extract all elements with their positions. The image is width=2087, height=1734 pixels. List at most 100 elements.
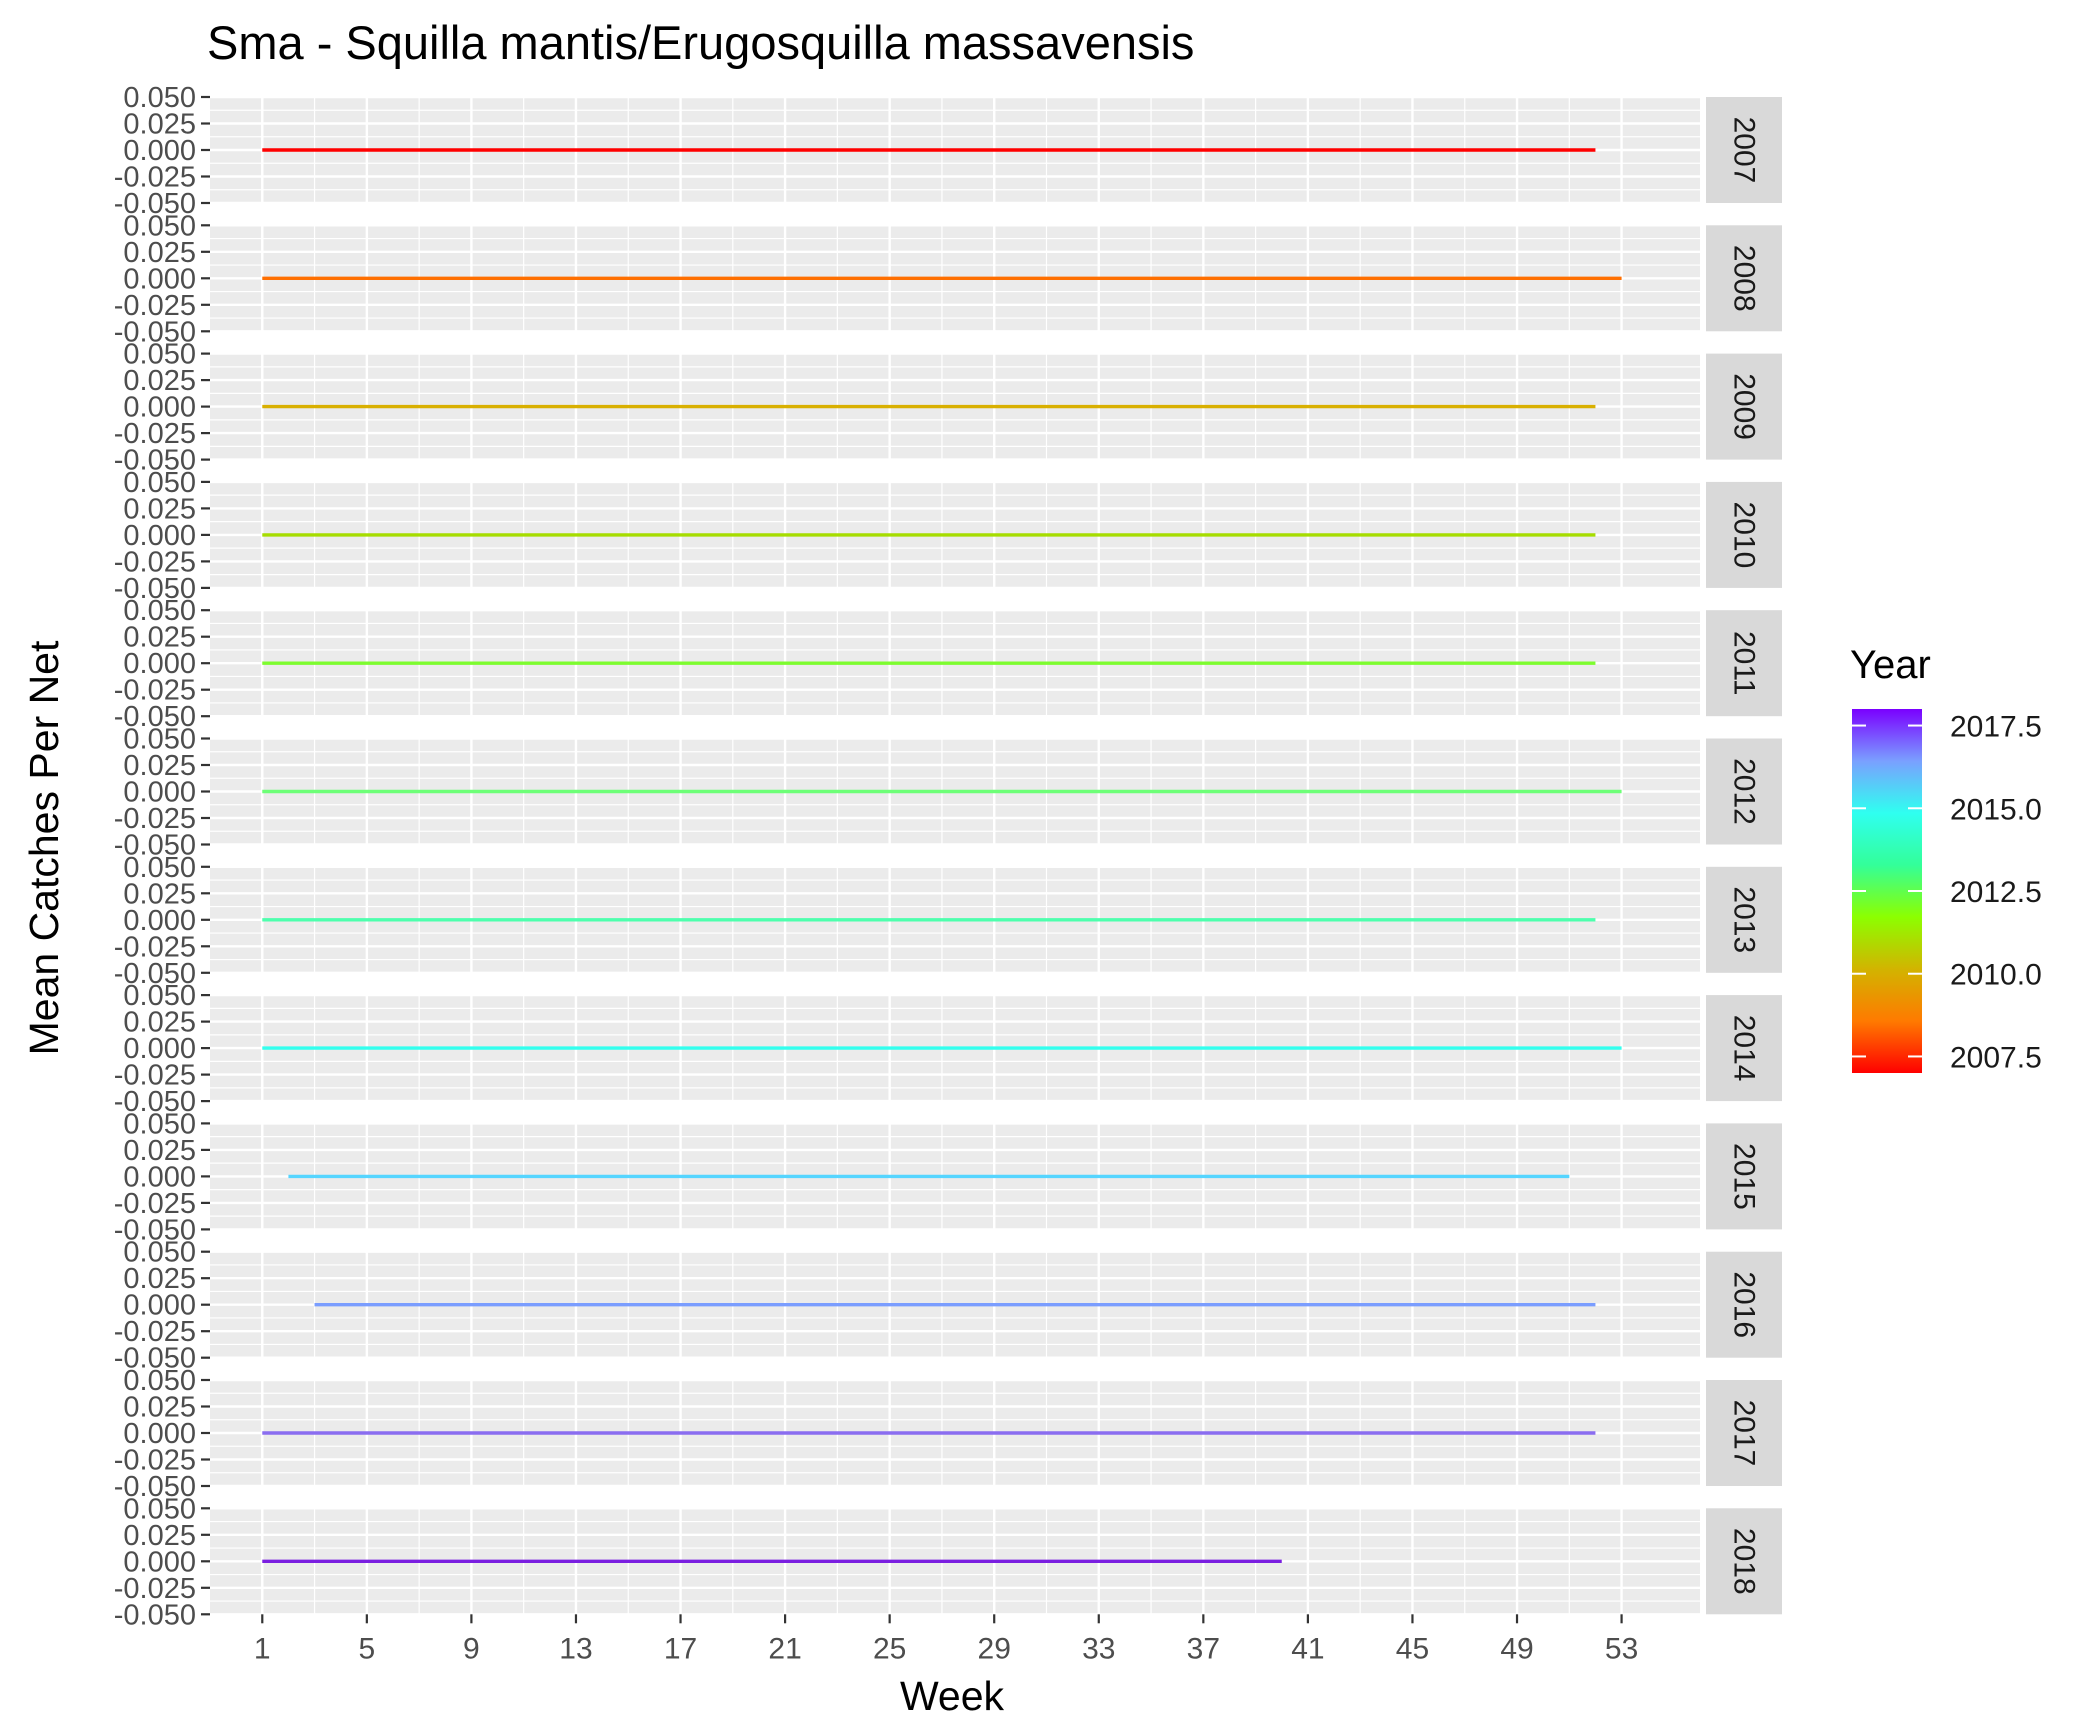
y-tick-label: 0.050 bbox=[123, 210, 196, 242]
y-tick-label: -0.050 bbox=[114, 1086, 196, 1118]
facet-strip bbox=[1706, 353, 1782, 460]
x-tick-label: 13 bbox=[559, 1632, 592, 1665]
x-tick-label: 37 bbox=[1187, 1632, 1220, 1665]
x-tick-label: 41 bbox=[1291, 1632, 1324, 1665]
facet-strip-label: 2015 bbox=[1728, 1143, 1761, 1210]
facet-strip-label: 2012 bbox=[1728, 758, 1761, 825]
y-tick-label: 0.000 bbox=[123, 648, 196, 680]
facet-strip bbox=[1706, 1508, 1782, 1615]
x-tick-label: 21 bbox=[768, 1632, 801, 1665]
facet-strip-label: 2008 bbox=[1728, 245, 1761, 312]
y-tick-label: 0.000 bbox=[123, 777, 196, 809]
y-tick-label: -0.025 bbox=[114, 675, 196, 707]
facet-strip bbox=[1706, 97, 1782, 203]
y-tick-label: 0.050 bbox=[123, 1365, 196, 1397]
y-tick-label: -0.050 bbox=[114, 316, 196, 348]
y-tick-label: 0.025 bbox=[123, 878, 196, 910]
legend-tick-label: 2017.5 bbox=[1950, 711, 2042, 744]
y-tick-label: 0.050 bbox=[123, 1237, 196, 1269]
y-tick-label: -0.025 bbox=[114, 290, 196, 322]
y-tick-label: 0.025 bbox=[123, 237, 196, 269]
y-tick-label: 0.050 bbox=[123, 1493, 196, 1525]
chart-title: Sma - Squilla mantis/Erugosquilla massav… bbox=[207, 16, 1194, 69]
x-tick-label: 9 bbox=[463, 1632, 480, 1665]
legend-tick-label: 2010.0 bbox=[1950, 959, 2042, 992]
y-tick-label: 0.025 bbox=[123, 1520, 196, 1552]
facet-strip bbox=[1706, 866, 1782, 973]
y-tick-label: -0.050 bbox=[114, 1471, 196, 1503]
y-tick-label: -0.025 bbox=[114, 1060, 196, 1092]
y-tick-label: 0.000 bbox=[123, 1161, 196, 1193]
y-tick-label: 0.025 bbox=[123, 109, 196, 141]
y-tick-label: -0.050 bbox=[114, 830, 196, 862]
y-tick-label: 0.025 bbox=[123, 1263, 196, 1295]
color-legend: Year 2007.5 2010.0 2012.5 2015.0 2017.5 bbox=[1850, 643, 2042, 1074]
y-tick-label: -0.050 bbox=[114, 573, 196, 605]
y-tick-label: -0.025 bbox=[114, 931, 196, 963]
facet-strip-label: 2010 bbox=[1728, 502, 1761, 569]
y-tick-label: -0.050 bbox=[114, 188, 196, 220]
y-tick-label: 0.050 bbox=[123, 980, 196, 1012]
y-tick-label: -0.025 bbox=[114, 803, 196, 835]
facet-strip bbox=[1706, 995, 1782, 1102]
x-tick-label: 33 bbox=[1082, 1632, 1115, 1665]
facet-strip-label: 2014 bbox=[1728, 1015, 1761, 1082]
y-tick-label: 0.000 bbox=[123, 1418, 196, 1450]
y-axis-label: Mean Catches Per Net bbox=[21, 640, 67, 1055]
x-axis-label: Week bbox=[900, 1673, 1005, 1719]
y-tick-label: 0.025 bbox=[123, 622, 196, 654]
y-tick-label: -0.025 bbox=[114, 162, 196, 194]
y-tick-label: 0.050 bbox=[123, 724, 196, 756]
y-tick-label: 0.025 bbox=[123, 1135, 196, 1167]
y-tick-label: -0.050 bbox=[114, 958, 196, 990]
facet-strip bbox=[1706, 1123, 1782, 1230]
y-tick-label: 0.050 bbox=[123, 82, 196, 114]
y-tick-label: -0.025 bbox=[114, 1445, 196, 1477]
x-tick-label: 53 bbox=[1605, 1632, 1638, 1665]
facet-panels: -0.050-0.0250.0000.0250.0502007-0.050-0.… bbox=[114, 82, 1782, 1631]
facet-strip-label: 2009 bbox=[1728, 373, 1761, 440]
facet-strip-label: 2011 bbox=[1728, 631, 1761, 696]
y-tick-label: -0.025 bbox=[114, 418, 196, 450]
facet-strip bbox=[1706, 481, 1782, 588]
y-tick-label: 0.025 bbox=[123, 493, 196, 525]
y-tick-label: -0.025 bbox=[114, 546, 196, 578]
facet-strip bbox=[1706, 225, 1782, 332]
y-tick-label: 0.050 bbox=[123, 467, 196, 499]
y-tick-label: 0.025 bbox=[123, 1007, 196, 1039]
y-tick-label: 0.000 bbox=[123, 1290, 196, 1322]
legend-tick-label: 2015.0 bbox=[1950, 793, 2042, 826]
y-tick-label: 0.000 bbox=[123, 392, 196, 424]
x-tick-label: 49 bbox=[1500, 1632, 1533, 1665]
y-tick-label: 0.000 bbox=[123, 520, 196, 552]
y-tick-label: 0.050 bbox=[123, 339, 196, 371]
legend-tick-label: 2012.5 bbox=[1950, 876, 2042, 909]
y-tick-label: 0.025 bbox=[123, 1392, 196, 1424]
x-axis: 1 5 9 13 17 21 25 29 33 37 41 45 49 53 bbox=[254, 1614, 1638, 1665]
y-tick-label: 0.050 bbox=[123, 1108, 196, 1140]
x-tick-label: 1 bbox=[254, 1632, 271, 1665]
y-tick-label: -0.025 bbox=[114, 1188, 196, 1220]
facet-strip-label: 2017 bbox=[1728, 1400, 1761, 1467]
legend-tick-label: 2007.5 bbox=[1950, 1041, 2042, 1074]
legend-title: Year bbox=[1850, 643, 1931, 687]
y-tick-label: -0.025 bbox=[114, 1316, 196, 1348]
facet-strip bbox=[1706, 1380, 1782, 1486]
y-tick-label: 0.000 bbox=[123, 135, 196, 167]
y-tick-label: 0.000 bbox=[123, 263, 196, 295]
y-tick-label: 0.000 bbox=[123, 1033, 196, 1065]
y-tick-label: 0.050 bbox=[123, 852, 196, 884]
y-tick-label: -0.025 bbox=[114, 1573, 196, 1605]
